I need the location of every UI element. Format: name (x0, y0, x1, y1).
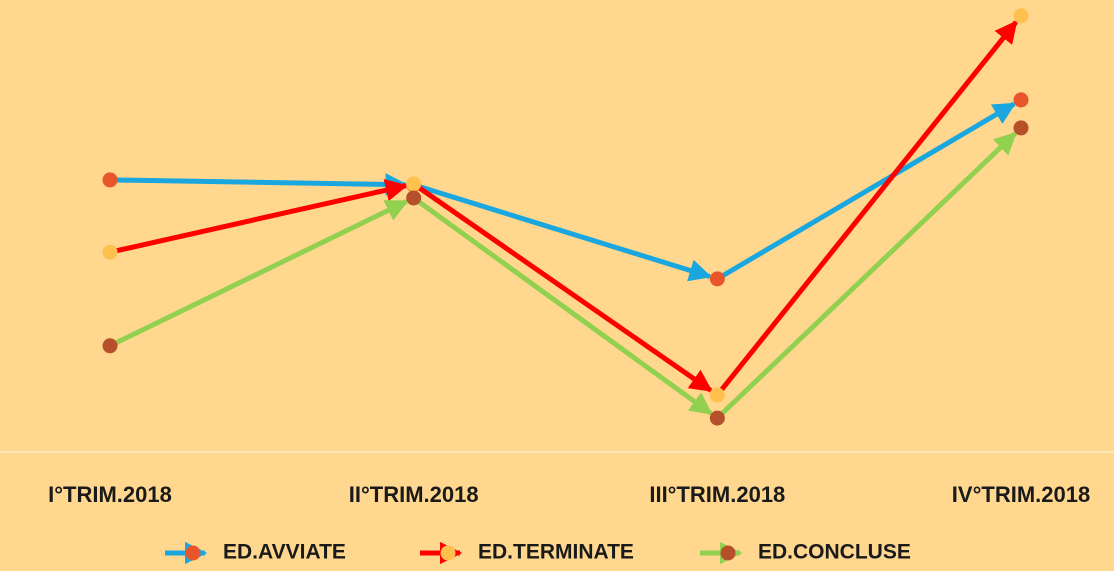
point (709, 387, 725, 403)
x-tick-label: II°TRIM.2018 (349, 482, 479, 507)
x-tick-label: I°TRIM.2018 (48, 482, 172, 507)
legend-dot (720, 545, 736, 561)
point (709, 271, 725, 287)
point (102, 244, 118, 260)
point (1013, 92, 1029, 108)
point (102, 172, 118, 188)
line-segment (412, 195, 713, 416)
legend-label: ED.AVVIATE (223, 541, 346, 564)
line-segment (108, 199, 409, 349)
point (1013, 8, 1029, 24)
line-segment (715, 20, 1018, 397)
legend-dot (440, 545, 456, 561)
point (709, 410, 725, 426)
legend-label: ED.TERMINATE (478, 541, 634, 564)
point (1013, 120, 1029, 136)
x-tick-label: III°TRIM.2018 (649, 482, 785, 507)
line-segment (109, 173, 408, 196)
legend-label: ED.CONCLUSE (758, 541, 911, 564)
legend-dot (185, 545, 201, 561)
line-segment (716, 101, 1017, 282)
line-segment (109, 179, 409, 255)
line-segment (412, 182, 712, 282)
x-tick-label: IV°TRIM.2018 (952, 482, 1090, 507)
line-segment (715, 131, 1017, 420)
line-segment (412, 181, 713, 393)
point (102, 338, 118, 354)
point (406, 190, 422, 206)
point (406, 176, 422, 192)
